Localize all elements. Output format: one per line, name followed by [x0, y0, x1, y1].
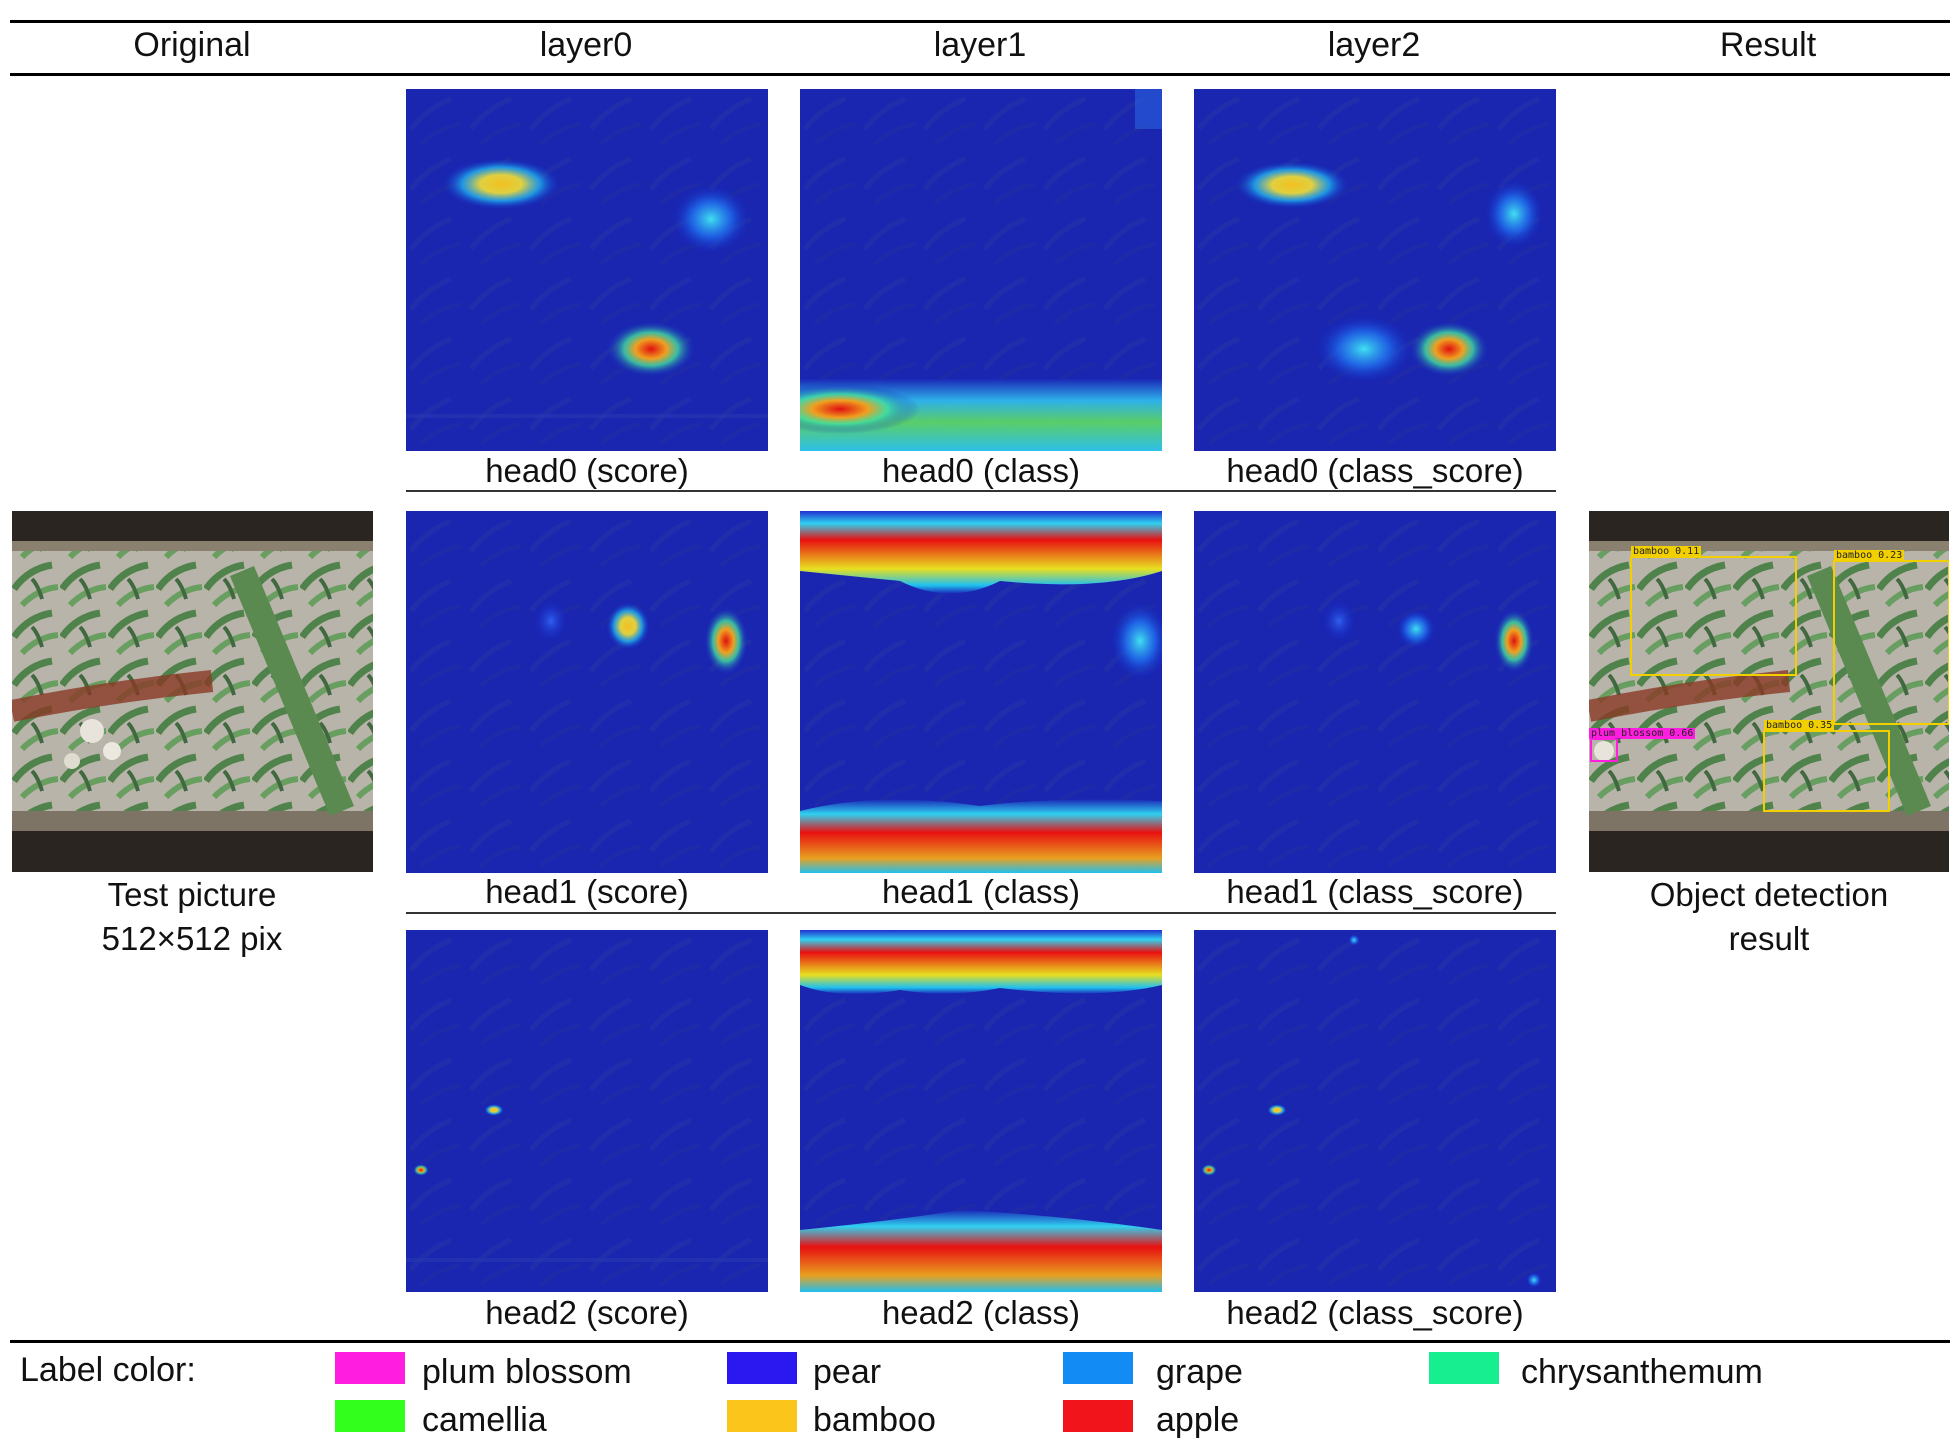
caption-head0-score: head0 (score) — [485, 452, 689, 489]
detection-label-bamboo-2: bamboo 0.23 — [1834, 550, 1905, 561]
detection-label-bamboo-1: bamboo 0.11 — [1631, 546, 1702, 557]
legend-label-bamboo: bamboo — [813, 1401, 936, 1439]
result-caption-line2: result — [1728, 920, 1810, 957]
legend-label-camellia: camellia — [422, 1401, 547, 1439]
legend-swatch-pear — [727, 1352, 797, 1384]
legend-swatch-chrysanthemum — [1429, 1352, 1499, 1384]
bottom-rule — [10, 1340, 1950, 1343]
column-header-layer2: layer2 — [1327, 26, 1421, 64]
heatmap-head2-score — [406, 930, 768, 1292]
legend-swatch-bamboo — [727, 1400, 797, 1432]
row1-separator — [406, 912, 1556, 914]
caption-head1-class-score: head1 (class_score) — [1226, 873, 1524, 910]
column-header-layer1: layer1 — [933, 26, 1027, 64]
heatmap-head0-class — [800, 89, 1162, 451]
legend-title: Label color: — [20, 1351, 196, 1389]
top-rule — [10, 20, 1950, 23]
heatmap-head0-score — [406, 89, 768, 451]
heatmap-head2-class-score — [1194, 930, 1556, 1292]
header-rule — [10, 73, 1950, 76]
result-caption-line1: Object detection — [1649, 876, 1889, 913]
column-header-result: Result — [1719, 26, 1817, 64]
heatmap-head2-class — [800, 930, 1162, 1292]
legend-label-plum-blossom: plum blossom — [422, 1353, 632, 1391]
test-picture — [12, 511, 373, 872]
caption-head0-class-score: head0 (class_score) — [1226, 452, 1524, 489]
caption-head0-class: head0 (class) — [881, 452, 1081, 489]
caption-head1-class: head1 (class) — [881, 873, 1081, 910]
caption-head2-class: head2 (class) — [881, 1294, 1081, 1331]
legend-label-pear: pear — [813, 1353, 882, 1391]
caption-head2-class-score: head2 (class_score) — [1226, 1294, 1524, 1331]
detection-label-plum-blossom: plum_blossom 0.66 — [1589, 728, 1696, 739]
heatmap-head1-class-score — [1194, 511, 1556, 873]
legend-swatch-camellia — [335, 1400, 405, 1432]
caption-head2-score: head2 (score) — [485, 1294, 689, 1331]
column-header-layer0: layer0 — [539, 26, 633, 64]
legend-label-apple: apple — [1156, 1401, 1240, 1439]
row0-separator — [406, 490, 1556, 492]
column-header-original: Original — [133, 26, 251, 64]
test-picture-caption-line2: 512×512 pix — [101, 920, 283, 957]
legend-swatch-plum-blossom — [335, 1352, 405, 1384]
heatmap-head1-class — [800, 511, 1162, 873]
legend-label-grape: grape — [1156, 1353, 1243, 1391]
legend-label-chrysanthemum: chrysanthemum — [1521, 1353, 1763, 1391]
legend-swatch-apple — [1063, 1400, 1133, 1432]
detection-label-bamboo-3: bamboo 0.35 — [1764, 720, 1835, 731]
legend-swatch-grape — [1063, 1352, 1133, 1384]
test-picture-caption-line1: Test picture — [107, 876, 277, 913]
detection-result-image: bamboo 0.11 bamboo 0.23 plum_blossom 0.6… — [1589, 511, 1949, 872]
heatmap-head1-score — [406, 511, 768, 873]
heatmap-head0-class-score — [1194, 89, 1556, 451]
caption-head1-score: head1 (score) — [485, 873, 689, 910]
